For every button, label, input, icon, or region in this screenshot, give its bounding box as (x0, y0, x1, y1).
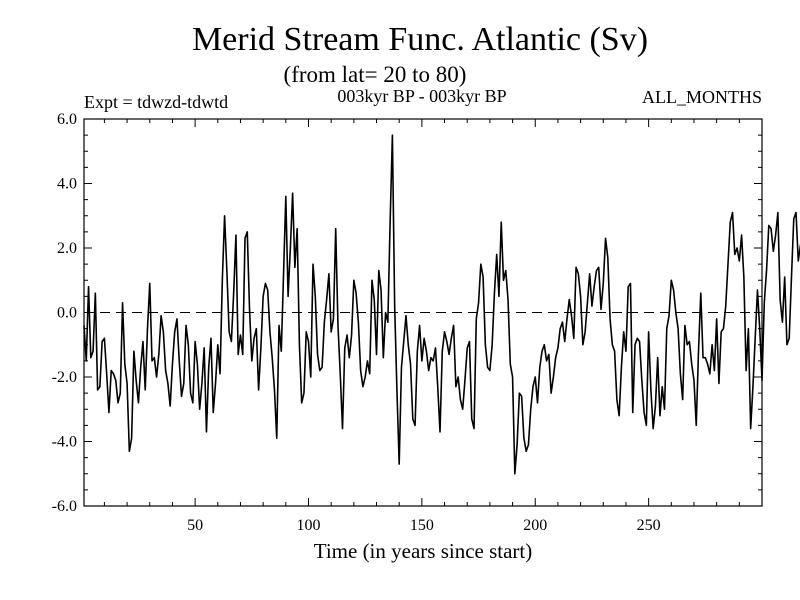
x-tick-label: 50 (187, 517, 203, 534)
plot-area: -6.0 -4.0 -2.0 0.0 2.0 4.0 6.0 50 100 150 200 250 (52, 111, 800, 534)
x-tick-label: 200 (523, 517, 547, 534)
y-tick-label: 4.0 (57, 176, 77, 193)
experiment-label: Expt = tdwzd-tdwtd (84, 92, 228, 112)
x-axis-label: Time (in years since start) (314, 539, 533, 563)
period-label: 003kyr BP - 003kyr BP (337, 86, 506, 106)
y-tick-label: 6.0 (57, 111, 77, 128)
y-tick-label: -6.0 (52, 498, 77, 515)
months-label: ALL_MONTHS (642, 87, 762, 107)
y-tick-label: 0.0 (57, 305, 77, 322)
x-tick-label: 150 (410, 517, 434, 534)
x-tick-label: 100 (296, 517, 320, 534)
chart-title: Merid Stream Func. Atlantic (Sv) (192, 21, 648, 58)
x-tick-label: 250 (637, 517, 661, 534)
series-line (83, 134, 800, 475)
y-tick-label: -2.0 (52, 369, 77, 386)
y-tick-label: 2.0 (57, 240, 77, 257)
y-tick-label: -4.0 (52, 434, 77, 451)
chart-subtitle: (from lat= 20 to 80) (284, 62, 467, 87)
